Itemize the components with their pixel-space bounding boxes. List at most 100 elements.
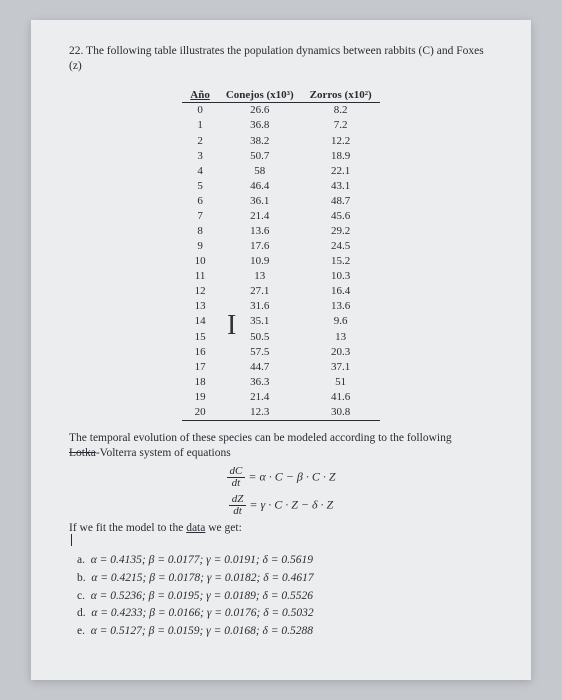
table-cell: 45.6 xyxy=(302,208,380,223)
answer-text: α = 0.4215; β = 0.0178; γ = 0.0182; δ = … xyxy=(91,572,313,584)
table-cell: 38.2 xyxy=(218,133,302,148)
col-foxes: Zorros (x10²) xyxy=(302,88,380,103)
table-cell: 35.1 xyxy=(218,314,302,329)
table-cell: 15 xyxy=(182,329,218,344)
answer-text: α = 0.5127; β = 0.0159; γ = 0.0168; δ = … xyxy=(91,625,313,637)
table-cell: 2 xyxy=(182,133,218,148)
table-row: 546.443.1 xyxy=(182,178,379,193)
table-cell: 6 xyxy=(182,193,218,208)
table-cell: 20.3 xyxy=(302,344,380,359)
answer-letter: a. xyxy=(77,554,85,566)
table-row: 1921.441.6 xyxy=(182,389,379,404)
edit-cursor-icon xyxy=(71,534,72,546)
table-cell: 17.6 xyxy=(218,239,302,254)
table-cell: 58 xyxy=(218,163,302,178)
frac-bot: dt xyxy=(229,506,247,517)
eq2-rhs: = γ · C · Z − δ · Z xyxy=(249,497,333,511)
table-row: 1657.520.3 xyxy=(182,344,379,359)
table-cell: 27.1 xyxy=(218,284,302,299)
fit-underlined: data xyxy=(186,522,205,534)
answer-option: d. α = 0.4233; β = 0.0166; γ = 0.0176; δ… xyxy=(77,605,493,623)
table-row: 136.87.2 xyxy=(182,118,379,133)
answer-text: α = 0.4135; β = 0.0177; γ = 0.0191; δ = … xyxy=(91,554,313,566)
table-cell: 9.6 xyxy=(302,314,380,329)
equation-1: dC dt = α · C − β · C · Z xyxy=(69,466,493,489)
table-cell: 16 xyxy=(182,344,218,359)
narrative-line1: The temporal evolution of these species … xyxy=(69,432,452,444)
table-cell: 26.6 xyxy=(218,102,302,118)
population-table: Año Conejos (x10³) Zorros (x10²) 026.68.… xyxy=(182,88,379,421)
answer-option: c. α = 0.5236; β = 0.0195; γ = 0.0189; δ… xyxy=(77,588,493,606)
question-text: The following table illustrates the popu… xyxy=(69,45,484,72)
table-cell: 18 xyxy=(182,374,218,389)
answer-option: e. α = 0.5127; β = 0.0159; γ = 0.0168; δ… xyxy=(77,623,493,641)
answer-letter: b. xyxy=(77,572,86,584)
table-cell: 21.4 xyxy=(218,208,302,223)
table-row: 026.68.2 xyxy=(182,102,379,118)
col-rabbits: Conejos (x10³) xyxy=(218,88,302,103)
table-cell: 43.1 xyxy=(302,178,380,193)
table-row: 45822.1 xyxy=(182,163,379,178)
table-row: 2012.330.8 xyxy=(182,404,379,420)
table-cell: 13 xyxy=(182,299,218,314)
table-cell: 36.8 xyxy=(218,118,302,133)
answer-option: a. α = 0.4135; β = 0.0177; γ = 0.0191; δ… xyxy=(77,552,493,570)
col-year: Año xyxy=(182,88,218,103)
table-row: 1331.613.6 xyxy=(182,299,379,314)
table-cell: 8 xyxy=(182,224,218,239)
table-cell: 10.3 xyxy=(302,269,380,284)
table-cell: 15.2 xyxy=(302,254,380,269)
table-row: 1836.351 xyxy=(182,374,379,389)
frac-bot: dt xyxy=(227,478,246,489)
table-cell: 44.7 xyxy=(218,359,302,374)
fit-suffix: we get: xyxy=(205,522,241,534)
table-cell: 30.8 xyxy=(302,404,380,420)
table-cell: 51 xyxy=(302,374,380,389)
table-cell: 10.9 xyxy=(218,254,302,269)
table-cell: 50.7 xyxy=(218,148,302,163)
table-row: 350.718.9 xyxy=(182,148,379,163)
fraction-dc-dt: dC dt xyxy=(227,466,246,489)
table-cell: 21.4 xyxy=(218,389,302,404)
answer-letter: e. xyxy=(77,625,85,637)
frac-top: dZ xyxy=(229,494,247,506)
answer-text: α = 0.5236; β = 0.0195; γ = 0.0189; δ = … xyxy=(91,590,313,602)
data-table-wrap: Año Conejos (x10³) Zorros (x10²) 026.68.… xyxy=(69,88,493,421)
table-cell: 4 xyxy=(182,163,218,178)
table-row: 111310.3 xyxy=(182,269,379,284)
question-number: 22. xyxy=(69,45,83,57)
answer-letter: d. xyxy=(77,607,86,619)
model-description: The temporal evolution of these species … xyxy=(69,431,493,462)
table-cell: 24.5 xyxy=(302,239,380,254)
table-cell: 7 xyxy=(182,208,218,223)
table-cell: 57.5 xyxy=(218,344,302,359)
table-cell: 18.9 xyxy=(302,148,380,163)
fit-line: If we fit the model to the data we get: xyxy=(69,522,493,546)
table-cell: 17 xyxy=(182,359,218,374)
answer-choices: a. α = 0.4135; β = 0.0177; γ = 0.0191; δ… xyxy=(69,552,493,641)
table-cell: 48.7 xyxy=(302,193,380,208)
table-cell: 50.5 xyxy=(218,329,302,344)
table-cell: 13 xyxy=(302,329,380,344)
table-row: 917.624.5 xyxy=(182,239,379,254)
table-cell: 10 xyxy=(182,254,218,269)
table-cell: 1 xyxy=(182,118,218,133)
answer-letter: c. xyxy=(77,590,85,602)
table-cell: 12.3 xyxy=(218,404,302,420)
table-cell: 13 xyxy=(218,269,302,284)
table-cell: 41.6 xyxy=(302,389,380,404)
question-prompt: 22. The following table illustrates the … xyxy=(69,44,493,74)
table-cell: 12 xyxy=(182,284,218,299)
table-cell: 13.6 xyxy=(218,224,302,239)
table-row: 1227.116.4 xyxy=(182,284,379,299)
fraction-dz-dt: dZ dt xyxy=(229,494,247,517)
table-row: 1744.737.1 xyxy=(182,359,379,374)
table-cell: 14 xyxy=(182,314,218,329)
table-cell: 20 xyxy=(182,404,218,420)
table-row: 1550.513 xyxy=(182,329,379,344)
table-row: 238.212.2 xyxy=(182,133,379,148)
frac-top: dC xyxy=(227,466,246,478)
table-cell: 8.2 xyxy=(302,102,380,118)
table-cell: 29.2 xyxy=(302,224,380,239)
equation-2: dZ dt = γ · C · Z − δ · Z xyxy=(69,494,493,517)
